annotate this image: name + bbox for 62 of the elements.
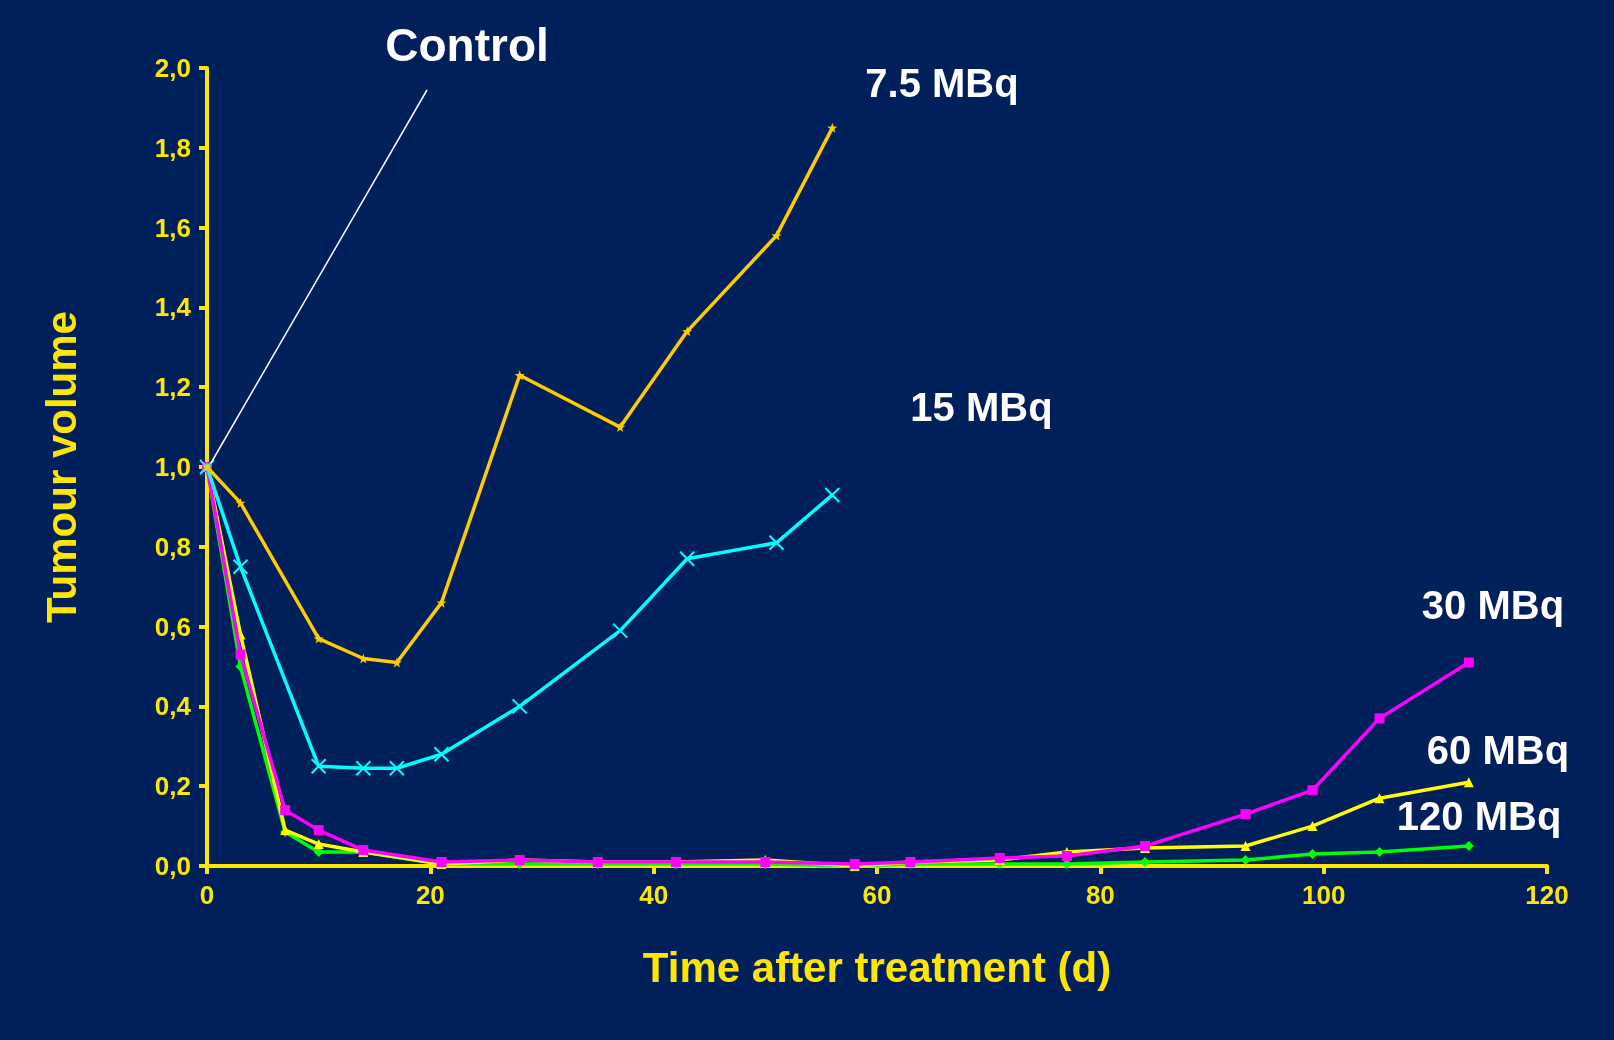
point [1463,657,1474,668]
point [768,534,785,551]
point [827,122,838,133]
x-tick-label: 80 [1085,880,1115,910]
point [313,633,324,644]
point [824,486,841,503]
point [235,649,246,660]
point [232,558,249,575]
x-tick-label: 100 [1301,880,1346,910]
series-label: 30 MBq [1421,582,1565,627]
y-tick-label: 0,8 [154,531,191,562]
point [388,760,405,777]
point [280,805,291,816]
point [1307,849,1318,860]
point [1374,713,1385,724]
point [436,597,447,608]
point [235,497,246,508]
point [358,653,369,664]
series-label: 7.5 MBq [865,60,1019,105]
point [514,370,525,381]
point [682,326,693,337]
point [313,839,324,850]
y-tick-label: 1,4 [154,292,192,323]
point [1240,841,1251,852]
point [1061,851,1072,862]
y-tick-label: 2,0 [154,53,191,83]
point [1307,821,1318,832]
point [1463,777,1474,788]
y-tick-label: 1,6 [154,212,191,243]
x-tick-label: 40 [639,880,669,910]
series-label: 60 MBq [1426,728,1570,773]
y-tick-label: 1,2 [154,372,191,403]
point [612,622,629,639]
x-tick-label: 60 [862,880,892,910]
point [310,758,327,775]
point [313,825,324,836]
point [1374,847,1385,858]
point [1240,809,1251,820]
point [433,746,450,763]
series-label: 120 MBq [1396,794,1562,839]
annotation: Control [385,19,549,71]
point [771,230,782,241]
point [355,760,372,777]
x-tick-label: 0 [199,880,215,910]
x-tick-label: 20 [415,880,445,910]
y-tick-label: 1,8 [154,132,191,163]
point [511,698,528,715]
point [615,422,626,433]
point [1307,785,1318,796]
x-axis-title: Time after treatment (d) [642,943,1112,991]
y-tick-label: 0,4 [154,691,192,722]
y-tick-label: 0,6 [154,611,191,642]
x-tick-label: 120 [1525,880,1569,910]
y-tick-label: 0,0 [154,851,191,881]
y-axis-title: Tumour volume [37,311,85,623]
y-tick-label: 1,0 [154,452,191,482]
point [679,550,696,567]
point [1240,855,1251,866]
point [1140,857,1150,868]
point [1374,793,1385,804]
text: 15 MBq [910,384,1053,429]
y-tick-label: 0,2 [154,771,191,802]
